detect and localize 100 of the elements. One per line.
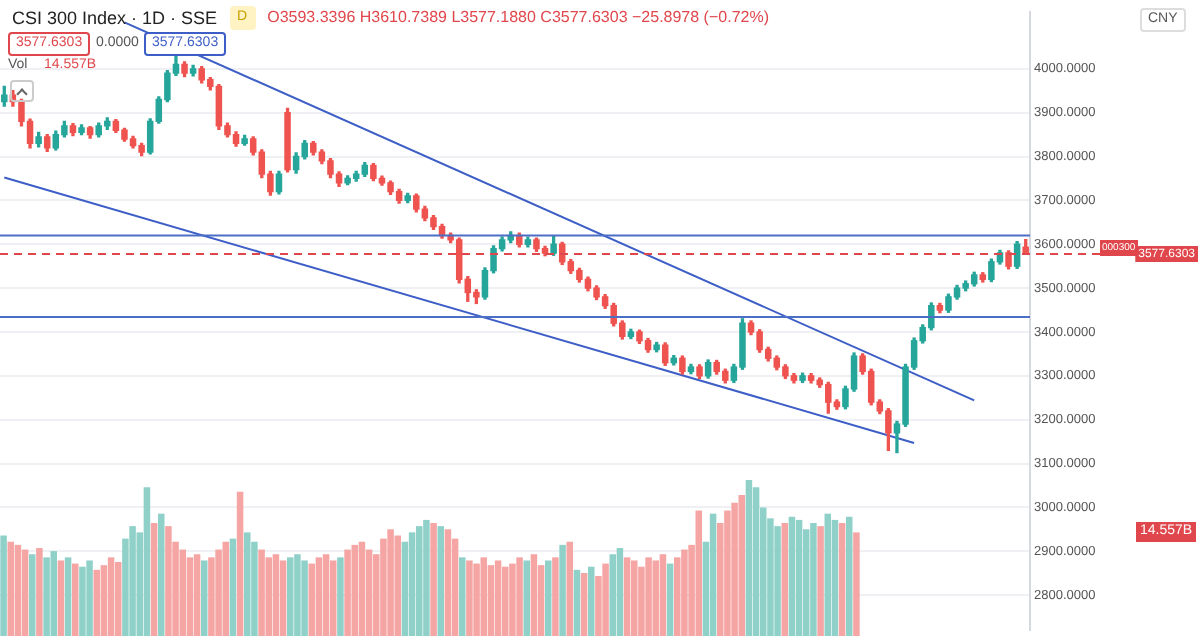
- bar: [752, 487, 760, 636]
- bar: [279, 560, 287, 636]
- bar: [853, 532, 860, 636]
- bar: [724, 510, 731, 636]
- bar: [43, 557, 50, 636]
- bar: [71, 563, 79, 636]
- bar: [466, 560, 473, 636]
- chart-title: CSI 300 Index · 1D · SSE: [12, 8, 218, 28]
- bar: [781, 523, 789, 636]
- bar: [659, 554, 667, 636]
- bar: [337, 557, 344, 636]
- bar: [0, 535, 7, 636]
- bar: [236, 491, 244, 636]
- bar: [573, 569, 581, 636]
- bar: [666, 563, 674, 636]
- bar: [738, 494, 746, 636]
- bar: [609, 554, 617, 636]
- bar: [616, 547, 624, 636]
- bar: [114, 562, 122, 636]
- bar: [150, 523, 158, 636]
- bar: [21, 549, 29, 636]
- bar: [229, 538, 237, 636]
- bar: [745, 480, 753, 636]
- bar: [845, 516, 853, 636]
- bar: [788, 516, 796, 636]
- bar: [107, 557, 115, 636]
- bar: [645, 557, 652, 636]
- bar: [501, 566, 509, 636]
- bar: [265, 557, 273, 636]
- bar: [294, 554, 301, 636]
- bar: [817, 526, 824, 636]
- bar: [602, 563, 609, 636]
- bar: [351, 544, 359, 636]
- bar: [516, 557, 523, 636]
- bar: [673, 557, 681, 636]
- bar: [487, 565, 495, 636]
- bar: [50, 551, 58, 636]
- bar: [387, 529, 394, 636]
- bar: [28, 554, 36, 636]
- bar: [795, 519, 803, 636]
- bar: [681, 549, 688, 636]
- bar: [824, 513, 832, 636]
- bar: [731, 502, 738, 636]
- bar: [165, 526, 172, 636]
- bar: [559, 544, 566, 636]
- bar: [179, 549, 187, 636]
- bar: [258, 549, 265, 636]
- bar: [709, 513, 717, 636]
- bar: [93, 569, 101, 636]
- bar: [57, 560, 65, 636]
- bar: [566, 541, 574, 636]
- bar: [358, 541, 366, 636]
- bar: [458, 557, 466, 636]
- bar: [544, 560, 552, 636]
- bar: [408, 532, 416, 636]
- bar: [774, 526, 781, 636]
- bar: [86, 560, 93, 636]
- bar: [523, 560, 531, 636]
- bar: [394, 535, 402, 636]
- bar: [695, 510, 703, 636]
- bar: [630, 560, 638, 636]
- bar: [272, 554, 280, 636]
- bar: [344, 549, 351, 636]
- bar: [810, 523, 817, 636]
- bar: [473, 563, 480, 636]
- bar: [222, 541, 230, 636]
- bar: [143, 487, 151, 636]
- bar: [200, 560, 208, 636]
- bar: [100, 565, 108, 636]
- bar: [79, 566, 86, 636]
- bar: [215, 549, 222, 636]
- bar: [838, 523, 846, 636]
- bar: [243, 532, 251, 636]
- bar: [437, 526, 445, 636]
- bar: [129, 526, 136, 636]
- bar: [301, 560, 308, 636]
- bar: [494, 560, 502, 636]
- bar: [208, 557, 215, 636]
- bar: [36, 547, 43, 636]
- bar: [831, 519, 839, 636]
- bar: [415, 526, 423, 636]
- bar: [365, 549, 373, 636]
- bar: [315, 557, 323, 636]
- bar: [157, 513, 165, 636]
- bar: [480, 557, 488, 636]
- bar: [652, 560, 660, 636]
- bar: [423, 519, 430, 636]
- bar: [580, 572, 588, 636]
- bar: [530, 554, 538, 636]
- bar: [64, 557, 72, 636]
- bar: [430, 523, 437, 636]
- bar: [286, 557, 294, 636]
- bar: [444, 529, 452, 636]
- bar: [587, 566, 595, 636]
- bar: [329, 560, 337, 636]
- bar: [509, 563, 516, 636]
- chart-subtitle: O3593.3396 H3610.7389 L3577.1880 C3577.6303 −25.8978 (−0.72%): [267, 8, 769, 28]
- bar: [14, 544, 22, 636]
- bar: [623, 557, 631, 636]
- bar: [552, 557, 559, 636]
